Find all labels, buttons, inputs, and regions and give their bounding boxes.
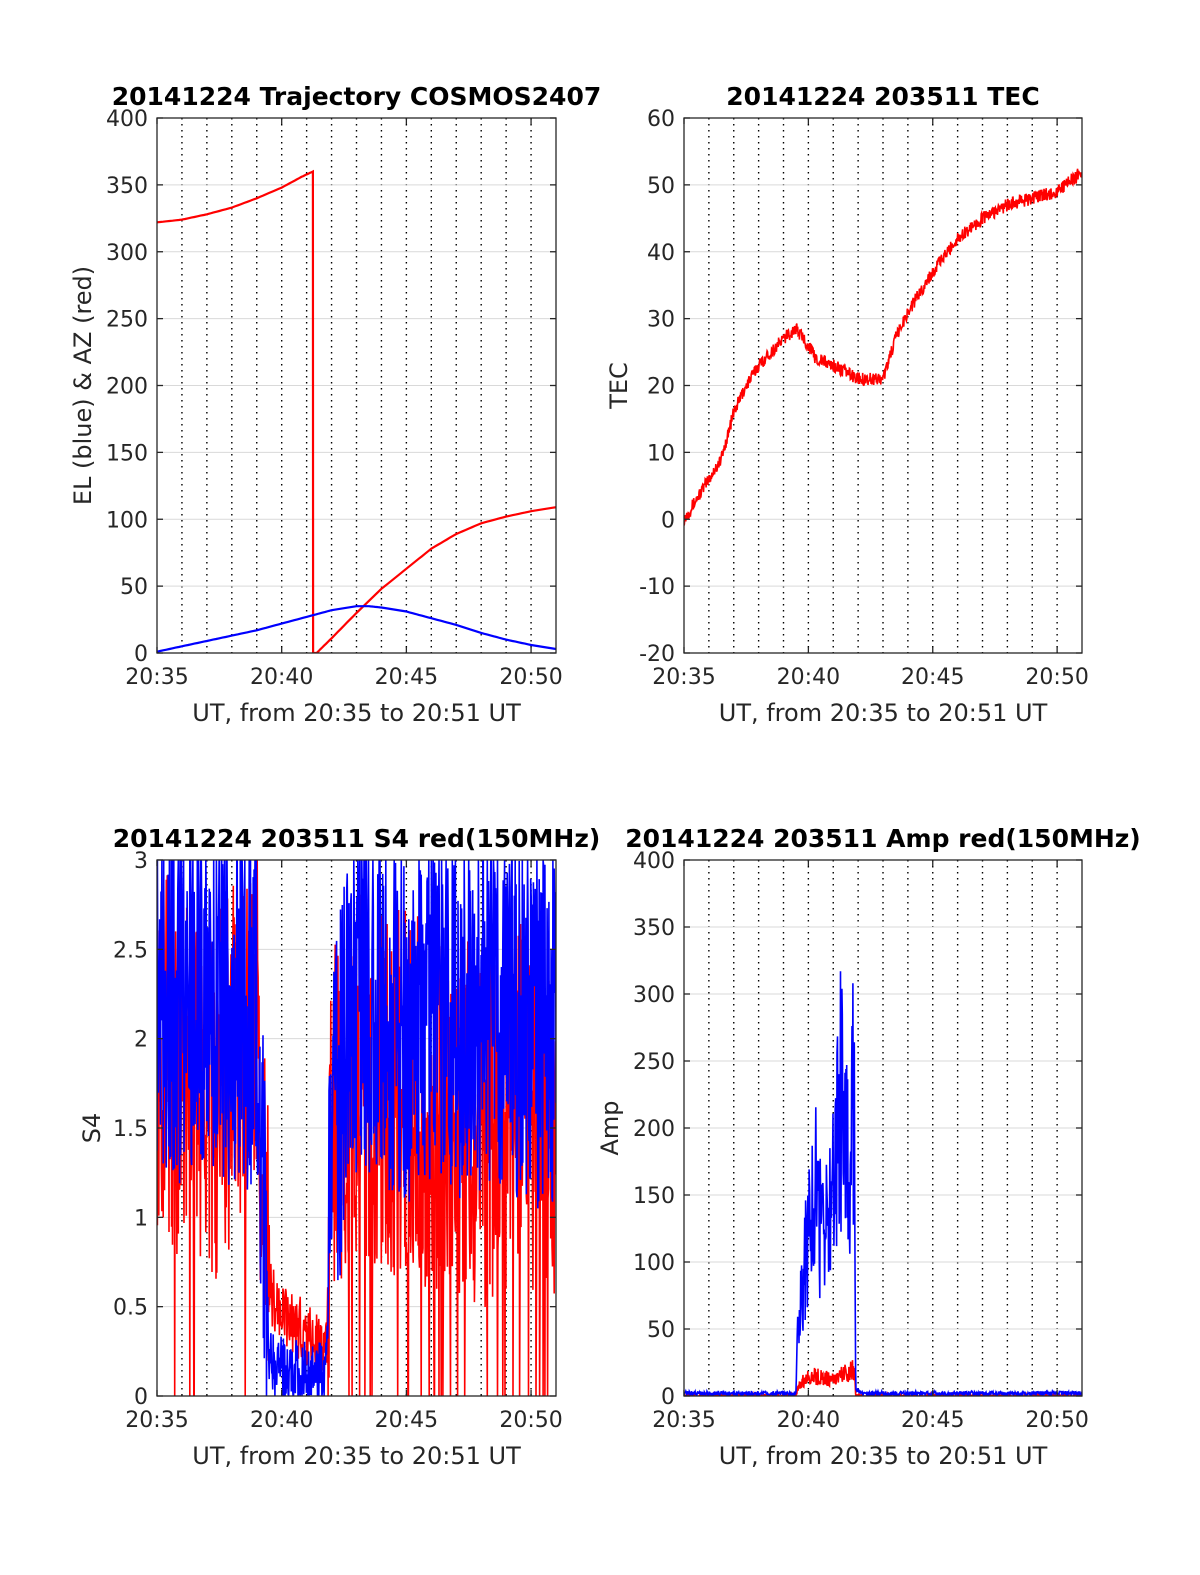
y-tick-label: 40: [647, 241, 675, 266]
y-tick-label: 20: [647, 375, 675, 400]
x-axis-label: UT, from 20:35 to 20:51 UT: [719, 699, 1048, 727]
y-tick-label: 100: [106, 508, 148, 533]
series-line-blue: [157, 860, 556, 1396]
y-tick-label: 2.5: [113, 938, 148, 963]
y-axis-label: S4: [78, 1113, 106, 1144]
x-tick-label: 20:50: [499, 665, 562, 690]
x-tick-label: 20:40: [777, 665, 840, 690]
x-tick-label: 20:40: [777, 1408, 840, 1433]
y-tick-label: 50: [647, 174, 675, 199]
y-tick-label: 150: [633, 1184, 675, 1209]
x-tick-label: 20:45: [375, 1408, 438, 1433]
y-tick-label: 350: [633, 916, 675, 941]
chart-tec: -20 -10 0 10 20 30 40 50 60 20:35 20:40 20:45 20:50 2…: [605, 82, 1089, 727]
y-axis-label: EL (blue) & AZ (red): [69, 266, 97, 505]
y-tick-label: 50: [120, 575, 148, 600]
y-tick-label: 0: [661, 1385, 675, 1410]
y-tick-label: 200: [633, 1117, 675, 1142]
y-tick-label: 300: [633, 983, 675, 1008]
x-axis-label: UT, from 20:35 to 20:51 UT: [719, 1442, 1048, 1470]
y-tick-label: 0: [661, 508, 675, 533]
y-tick-label: 3: [134, 849, 148, 874]
y-tick-label: 250: [106, 308, 148, 333]
y-tick-label: 1: [134, 1206, 148, 1231]
y-tick-label: -20: [639, 642, 675, 667]
y-tick-label: 50: [647, 1318, 675, 1343]
y-tick-label: 150: [106, 441, 148, 466]
y-tick-label: 2: [134, 1028, 148, 1053]
x-tick-label: 20:50: [1025, 1408, 1088, 1433]
series-line-blue: [684, 971, 1082, 1396]
chart-title: 20141224 203511 S4 red(150MHz): [113, 824, 601, 853]
x-tick-label: 20:50: [499, 1408, 562, 1433]
y-tick-label: 400: [106, 107, 148, 132]
x-axis-label: UT, from 20:35 to 20:51 UT: [192, 699, 521, 727]
y-tick-label: 0: [134, 642, 148, 667]
y-tick-label: 1.5: [113, 1117, 148, 1142]
y-tick-label: 30: [647, 308, 675, 333]
x-tick-label: 20:45: [375, 665, 438, 690]
series-line-red: [157, 169, 556, 653]
x-tick-label: 20:35: [125, 1408, 188, 1433]
series-line-blue: [157, 605, 556, 653]
chart-trajectory: 0 50 100 150 200 250 300 350 400 20:35 20:40 20:45 2…: [69, 82, 601, 727]
chart-title: 20141224 203511 Amp red(150MHz): [625, 824, 1141, 853]
x-tick-label: 20:35: [652, 1408, 715, 1433]
y-tick-label: 250: [633, 1050, 675, 1075]
y-tick-label: 400: [633, 849, 675, 874]
x-tick-label: 20:50: [1025, 665, 1088, 690]
x-tick-label: 20:40: [250, 1408, 313, 1433]
y-tick-label: 60: [647, 107, 675, 132]
chart-amp: 0 50 100 150 200 250 300 350 400 20:35 20:40 20:45 2…: [596, 824, 1141, 1470]
y-tick-label: 0.5: [113, 1296, 148, 1321]
x-tick-label: 20:35: [652, 665, 715, 690]
y-tick-label: 10: [647, 441, 675, 466]
x-axis-label: UT, from 20:35 to 20:51 UT: [192, 1442, 521, 1470]
x-tick-label: 20:35: [125, 665, 188, 690]
x-tick-label: 20:40: [250, 665, 313, 690]
chart-s4: 0 0.5 1 1.5 2 2.5 3 20:35 20:40 20:45 20:50 2014122…: [78, 824, 600, 1470]
chart-title: 20141224 Trajectory COSMOS2407: [112, 82, 602, 111]
x-tick-label: 20:45: [901, 1408, 964, 1433]
y-tick-label: 350: [106, 174, 148, 199]
y-axis-label: TEC: [605, 362, 633, 410]
y-axis-label: Amp: [596, 1100, 624, 1155]
chart-title: 20141224 203511 TEC: [726, 82, 1039, 111]
y-tick-label: 0: [134, 1385, 148, 1410]
y-tick-label: 100: [633, 1251, 675, 1276]
y-tick-label: 300: [106, 241, 148, 266]
series-line-red: [684, 168, 1082, 526]
y-tick-label: -10: [639, 575, 675, 600]
x-tick-label: 20:45: [901, 665, 964, 690]
y-tick-label: 200: [106, 375, 148, 400]
